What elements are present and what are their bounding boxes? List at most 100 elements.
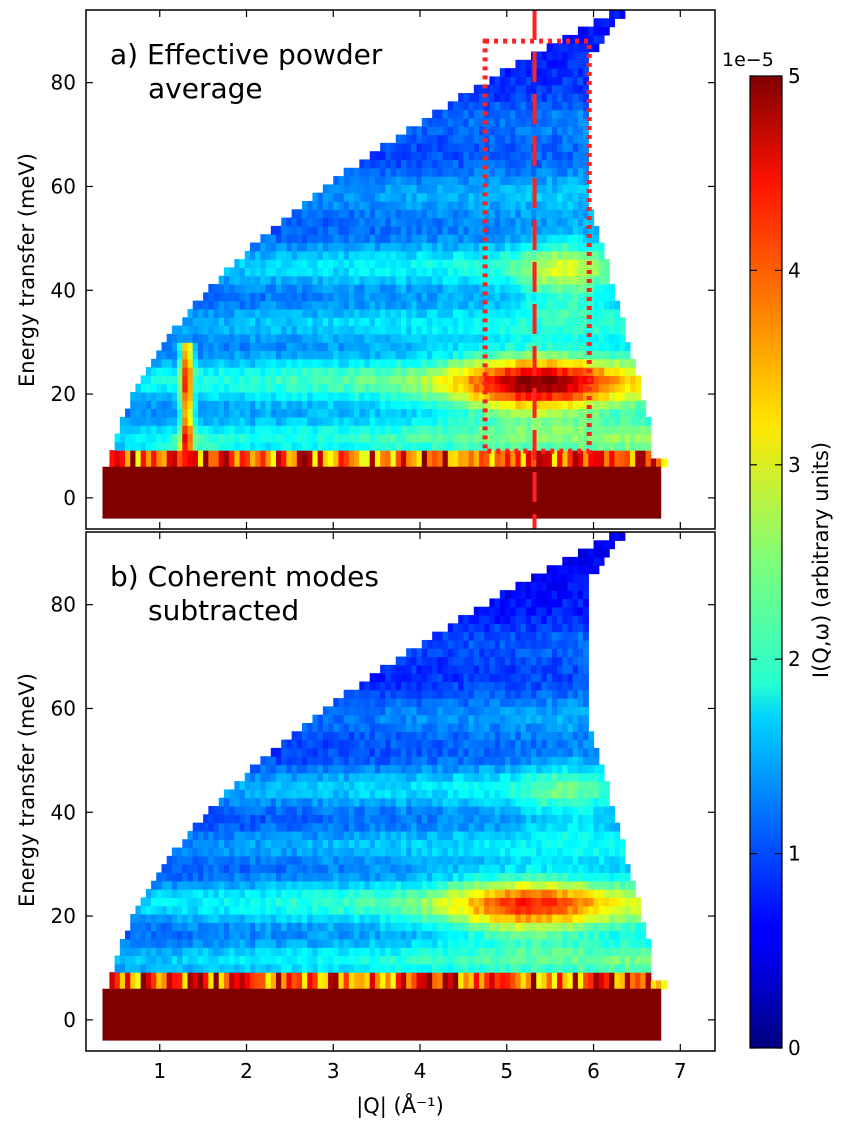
heatmap-cell [629, 930, 636, 940]
heatmap-cell [302, 905, 308, 915]
heatmap-cell [281, 250, 288, 260]
heatmap-cell [525, 408, 532, 418]
heatmap-cell [338, 391, 345, 401]
heatmap-cell [130, 963, 137, 973]
heatmap-cell [452, 126, 459, 136]
heatmap-cell [426, 872, 433, 882]
heatmap-cell [317, 275, 324, 285]
heatmap-cell [281, 375, 288, 385]
heatmap-cell [302, 913, 308, 923]
heatmap-cell [333, 333, 340, 343]
heatmap-cell [390, 880, 397, 890]
heatmap-cell [541, 267, 548, 277]
heatmap-cell [333, 200, 340, 210]
heatmap-cell [536, 864, 543, 874]
heatmap-cell [484, 938, 491, 948]
heatmap-cell [551, 947, 558, 957]
heatmap-cell [395, 433, 402, 443]
heatmap-cell [338, 955, 345, 965]
heatmap-cell [531, 84, 537, 94]
heatmap-cell [588, 234, 595, 244]
heatmap-cell [463, 441, 470, 451]
heatmap-cell [177, 441, 183, 451]
heatmap-cell [348, 325, 355, 335]
heatmap-cell [192, 383, 199, 393]
heatmap-cell [229, 897, 235, 907]
heatmap-cell [442, 292, 449, 302]
heatmap-cell [364, 176, 371, 185]
heatmap-cell [426, 955, 433, 965]
heatmap-cell [296, 209, 303, 219]
heatmap-cell [328, 897, 334, 907]
heatmap-cell [416, 425, 423, 435]
heatmap-cell [255, 930, 261, 940]
heatmap-cell [249, 872, 256, 882]
heatmap-cell [603, 358, 610, 368]
heatmap-cell [380, 864, 386, 874]
heatmap-cell [557, 300, 563, 310]
heatmap-cell [525, 342, 532, 352]
heatmap-cell [473, 342, 480, 352]
heatmap-cell [395, 284, 402, 293]
heatmap-cell [390, 333, 397, 343]
heatmap-cell [213, 300, 220, 310]
heatmap-cell [609, 889, 615, 898]
heatmap-cell [489, 325, 496, 335]
heatmap-cell [432, 342, 438, 352]
heatmap-cell [239, 913, 246, 923]
heatmap-cell [270, 972, 277, 982]
heatmap-cell [317, 300, 324, 310]
heatmap-cell [286, 889, 293, 898]
heatmap-cell [255, 400, 261, 410]
heatmap-cell [291, 847, 298, 857]
heatmap-cell [333, 375, 340, 385]
heatmap-cell [593, 308, 600, 318]
heatmap-cell [171, 350, 178, 360]
heatmap-cell [395, 980, 402, 990]
heatmap-cell [156, 441, 163, 451]
heatmap-cell [515, 913, 522, 923]
heatmap-cell [234, 864, 241, 874]
heatmap-cell [562, 109, 569, 119]
heatmap-cell [338, 441, 345, 451]
heatmap-cell [343, 889, 350, 898]
heatmap-cell [296, 225, 303, 235]
heatmap-cell [416, 209, 423, 219]
heatmap-cell [562, 872, 569, 882]
heatmap-cell [562, 117, 569, 127]
heatmap-cell [416, 176, 423, 185]
heatmap-cell [551, 391, 558, 401]
heatmap-cell [333, 292, 340, 302]
heatmap-cell [515, 200, 522, 210]
heatmap-cell [640, 450, 647, 460]
heatmap-cell [510, 872, 517, 882]
heatmap-cell [338, 864, 345, 874]
heatmap-cell [447, 159, 454, 169]
heatmap-cell [541, 209, 548, 219]
heatmap-cell [520, 358, 527, 368]
heatmap-cell [656, 458, 662, 468]
heatmap-cell [458, 142, 464, 152]
heatmap-cell [359, 408, 366, 418]
heatmap-cell [354, 350, 360, 360]
heatmap-cell [333, 259, 340, 269]
heatmap-cell [380, 955, 386, 965]
heatmap-cell [171, 930, 178, 940]
heatmap-cell [281, 889, 288, 898]
heatmap-cell [421, 450, 428, 460]
heatmap-cell [223, 300, 230, 310]
heatmap-cell [562, 450, 569, 460]
heatmap-cell [588, 980, 595, 990]
heatmap-cell [249, 922, 256, 932]
heatmap-cell [223, 847, 230, 857]
heatmap-cell [525, 109, 532, 119]
heatmap-cell [354, 425, 360, 435]
heatmap-cell [479, 200, 485, 210]
heatmap-cell [151, 441, 157, 451]
heatmap-cell [499, 922, 506, 932]
heatmap-cell [390, 176, 397, 185]
heatmap-cell [312, 325, 319, 335]
heatmap-cell [562, 275, 569, 285]
heatmap-cell [380, 872, 386, 882]
heatmap-cell [406, 126, 412, 136]
